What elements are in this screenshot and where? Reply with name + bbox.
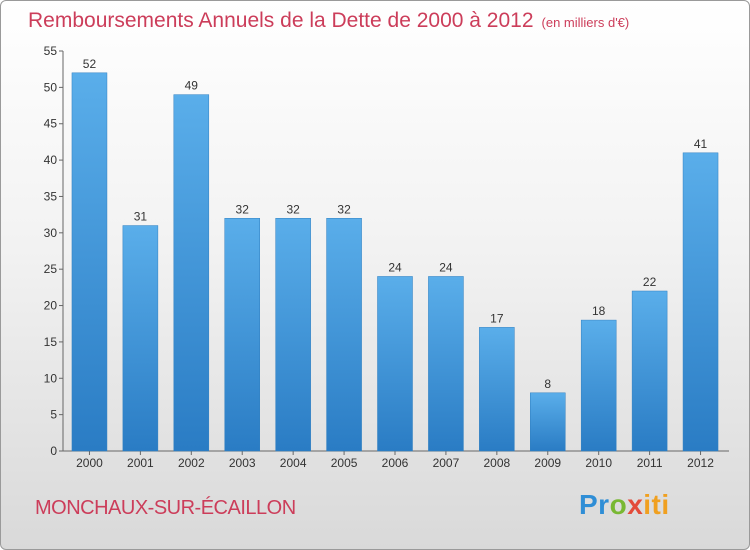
x-tick-label: 2000 [76,456,103,470]
y-tick-label: 35 [44,189,58,203]
logo-part-3: x [627,489,644,520]
bar [377,276,413,452]
bar [224,218,260,452]
bar [580,319,617,452]
bar-value-label: 32 [236,202,250,216]
bar [173,94,210,452]
y-tick-label: 15 [44,335,58,349]
bar-value-label: 32 [286,202,300,216]
x-tick-label: 2008 [483,456,510,470]
y-tick-label: 10 [44,371,58,385]
x-tick-label: 2003 [229,456,256,470]
bar [479,327,515,452]
bar [682,152,719,452]
bar-value-label: 22 [643,275,657,289]
y-tick-label: 55 [44,44,58,58]
x-tick-label: 2004 [280,456,307,470]
chart-title: Remboursements Annuels de la Dette de 20… [28,9,629,33]
logo-part-1: Pr [579,489,610,520]
x-tick-label: 2007 [433,456,460,470]
bar [122,225,159,452]
y-tick-label: 45 [44,117,58,131]
y-tick-label: 25 [44,262,58,276]
x-tick-label: 2006 [382,456,409,470]
bar [275,218,311,452]
bar-value-label: 17 [490,311,504,325]
y-tick-label: 40 [44,153,58,167]
x-tick-label: 2011 [637,456,663,470]
bar-value-label: 24 [439,260,453,274]
y-tick-label: 30 [44,226,58,240]
y-tick-label: 5 [50,408,57,422]
x-tick-label: 2009 [534,456,561,470]
commune-name: MONCHAUX-SUR-ÉCAILLON [35,497,296,519]
bar [530,392,566,452]
y-tick-label: 50 [44,80,58,94]
bar [71,72,108,452]
bar-value-label: 41 [694,137,708,151]
bar-value-label: 49 [185,79,199,93]
bar [326,218,362,452]
x-tick-label: 2002 [178,456,205,470]
chart-unit: (en milliers d'€) [541,15,630,30]
x-tick-label: 2012 [687,456,714,470]
bar-value-label: 8 [544,377,551,391]
bar-value-label: 31 [134,210,148,224]
bar [428,276,464,452]
chart-title-text: Remboursements Annuels de la Dette de 20… [28,9,534,32]
bar-value-label: 24 [388,260,402,274]
bar [631,290,668,452]
x-tick-label: 2005 [331,456,358,470]
logo-part-2: o [609,489,628,520]
bar-value-label: 18 [592,304,606,318]
y-tick-label: 20 [44,299,58,313]
x-tick-label: 2001 [127,456,154,470]
proxiti-logo: Proxiti [579,489,670,521]
bar-value-label: 32 [337,202,351,216]
logo-part-4: iti [643,489,670,520]
y-tick-label: 0 [50,444,57,458]
x-tick-label: 2010 [585,456,612,470]
bar-value-label: 52 [83,57,97,71]
bar-chart: 0 5 10 15 20 25 30 35 40 45 50 55 2000 52 2001 31 2002 4… [44,44,729,470]
